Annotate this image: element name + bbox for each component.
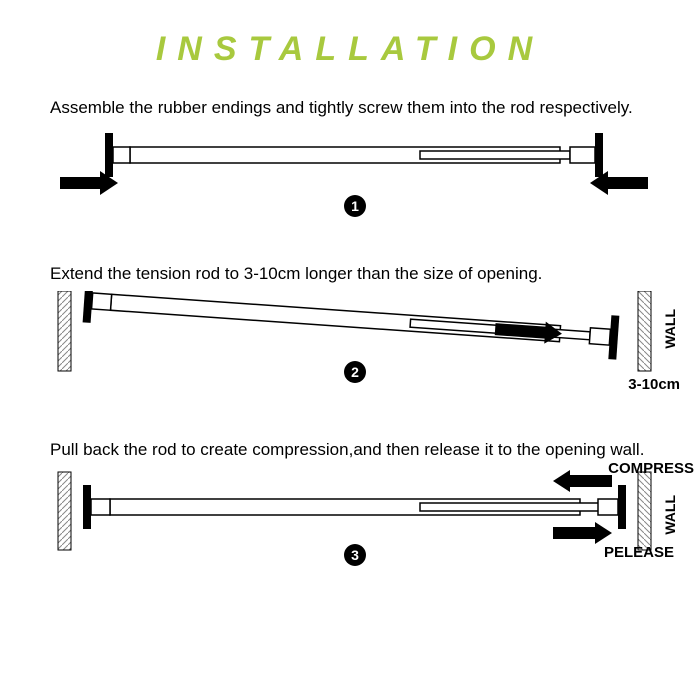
step-2-text: Extend the tension rod to 3-10cm longer …: [50, 263, 660, 285]
step-1-text: Assemble the rubber endings and tightly …: [50, 97, 660, 119]
step-3: Pull back the rod to create compression,…: [0, 431, 700, 602]
step-1: Assemble the rubber endings and tightly …: [0, 89, 700, 255]
step-2-diagram: WALL 3-10cm 2: [50, 291, 660, 391]
compress-label: COMPRESS: [608, 460, 694, 477]
wall-label-2: WALL: [662, 309, 678, 349]
step-3-badge: 3: [344, 544, 366, 566]
step-2-badge: 2: [344, 361, 366, 383]
measurement-label: 3-10cm: [628, 376, 680, 393]
wall-label-3: WALL: [662, 495, 678, 535]
step-1-badge: 1: [344, 195, 366, 217]
step-3-diagram: COMPRESS PELEASE WALL 3: [50, 467, 660, 562]
step-2: Extend the tension rod to 3-10cm longer …: [0, 255, 700, 431]
release-label: PELEASE: [604, 544, 674, 561]
step-1-diagram: 1: [50, 125, 660, 215]
step-3-text: Pull back the rod to create compression,…: [50, 439, 660, 461]
page-title: INSTALLATION: [0, 0, 700, 89]
